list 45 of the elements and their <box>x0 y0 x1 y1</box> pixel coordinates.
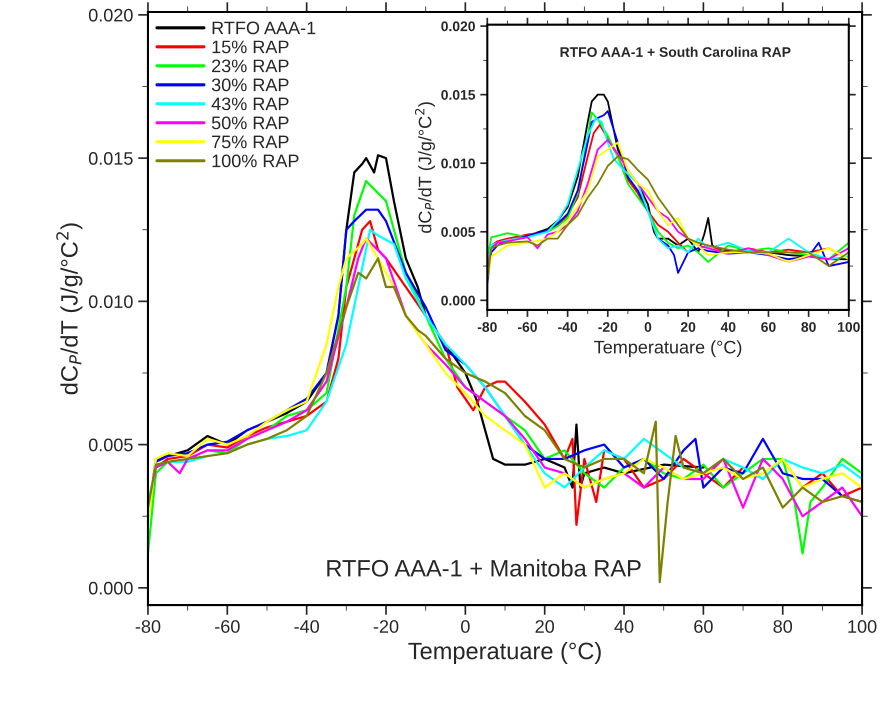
y-tick-label: 0.020 <box>441 21 475 32</box>
y-tick-label: 0.005 <box>441 227 476 237</box>
line-series <box>148 257 862 584</box>
legend-label: RTFO AAA-1 <box>212 22 316 34</box>
x-tick-label: -20 <box>598 322 618 332</box>
legend-label: 100% RAP <box>212 154 299 168</box>
x-axis-title: Temperatuare (°C) <box>408 642 601 664</box>
x-tick-label: -80 <box>478 322 497 332</box>
y-tick-label: 0.010 <box>441 158 475 168</box>
x-tick-label: 20 <box>536 620 554 633</box>
x-tick-label: 100 <box>838 322 860 332</box>
y-tick-label: 0.000 <box>88 582 133 595</box>
x-tick-label: 60 <box>694 620 713 633</box>
x-tick-label: 0 <box>461 620 470 633</box>
x-tick-label: -40 <box>558 322 578 332</box>
text: RTFO AAA-1 + South Carolina RAP <box>560 46 790 57</box>
x-tick-label: 40 <box>614 620 634 633</box>
x-axis-title: Temperatuare (°C) <box>594 340 742 358</box>
x-tick-label: 40 <box>720 322 736 332</box>
x-tick-label: 80 <box>773 620 792 633</box>
legend-label: 23% RAP <box>212 60 288 72</box>
x-tick-label: -60 <box>215 620 240 633</box>
x-tick-label: -40 <box>294 620 319 633</box>
x-tick-label: 20 <box>680 322 696 332</box>
x-tick-label: -20 <box>374 620 398 633</box>
y-axis-title: dC$_{P}$/dT (J/g/°C$^{2}$) <box>56 223 82 394</box>
legend-label: 75% RAP <box>212 136 288 148</box>
y-tick-label: 0.015 <box>88 152 133 165</box>
y-tick-label: 0.015 <box>441 90 476 100</box>
x-tick-label: -80 <box>136 620 160 633</box>
legend-label: 30% RAP <box>212 78 288 92</box>
legend-label: 50% RAP <box>212 116 288 130</box>
text: RTFO AAA-1 + Manitoba RAP <box>327 559 641 577</box>
y-tick-label: 0.020 <box>88 8 133 22</box>
legend-label: 43% RAP <box>212 98 288 110</box>
x-tick-label: 60 <box>761 322 776 332</box>
y-tick-label: 0.000 <box>441 296 475 306</box>
x-tick-label: 80 <box>801 322 816 332</box>
y-tick-label: 0.005 <box>88 438 133 452</box>
y-axis-title: dC$_{P}$/dT (J/g/°C$^{2}$) <box>414 102 436 233</box>
legend-label: 15% RAP <box>212 40 288 54</box>
x-tick-label: 0 <box>644 322 652 332</box>
y-tick-label: 0.010 <box>88 295 133 308</box>
x-tick-label: 100 <box>848 620 876 633</box>
x-tick-label: -60 <box>518 322 537 332</box>
